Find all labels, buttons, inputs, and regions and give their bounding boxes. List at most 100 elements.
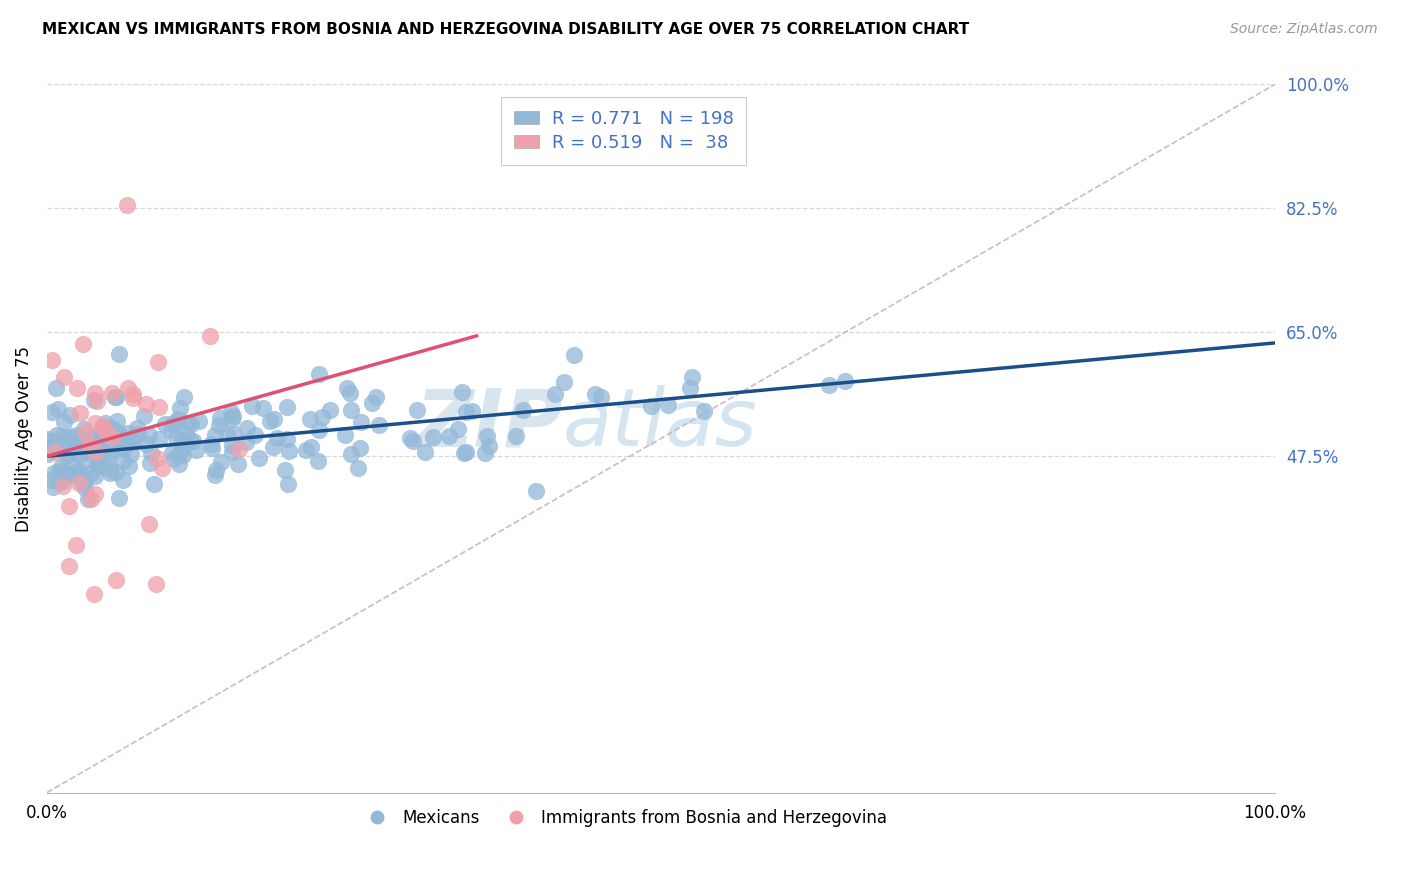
Point	[209, 411, 232, 425]
Point	[48, 475, 70, 489]
Point	[219, 405, 242, 419]
Point	[349, 441, 371, 455]
Point	[368, 418, 391, 433]
Point	[103, 423, 125, 437]
Point	[209, 455, 232, 469]
Point	[167, 447, 190, 461]
Point	[98, 467, 121, 481]
Point	[120, 433, 142, 447]
Point	[77, 445, 100, 459]
Point	[228, 442, 250, 456]
Point	[105, 390, 128, 404]
Point	[73, 453, 96, 467]
Point	[693, 404, 716, 418]
Text: MEXICAN VS IMMIGRANTS FROM BOSNIA AND HERZEGOVINA DISABILITY AGE OVER 75 CORRELA: MEXICAN VS IMMIGRANTS FROM BOSNIA AND HE…	[42, 22, 969, 37]
Point	[139, 446, 162, 460]
Point	[817, 377, 839, 392]
Point	[41, 352, 63, 367]
Text: ZIP: ZIP	[415, 385, 562, 463]
Point	[91, 419, 114, 434]
Point	[65, 428, 87, 442]
Point	[42, 443, 65, 458]
Point	[76, 491, 98, 506]
Point	[200, 437, 222, 451]
Point	[447, 422, 470, 436]
Point	[101, 385, 124, 400]
Point	[63, 467, 86, 481]
Point	[115, 436, 138, 450]
Point	[834, 374, 856, 388]
Point	[86, 458, 108, 473]
Point	[221, 438, 243, 452]
Point	[181, 434, 204, 449]
Point	[319, 402, 342, 417]
Point	[583, 386, 606, 401]
Point	[148, 432, 170, 446]
Point	[53, 467, 76, 482]
Point	[135, 397, 157, 411]
Point	[259, 414, 281, 428]
Point	[222, 409, 245, 424]
Point	[83, 434, 105, 448]
Point	[299, 412, 322, 426]
Point	[226, 457, 249, 471]
Point	[58, 447, 80, 461]
Point	[53, 370, 76, 384]
Point	[402, 434, 425, 448]
Point	[41, 405, 63, 419]
Point	[247, 450, 270, 465]
Point	[162, 446, 184, 460]
Point	[364, 390, 387, 404]
Point	[208, 417, 231, 432]
Point	[97, 434, 120, 449]
Point	[179, 433, 201, 447]
Point	[174, 426, 197, 441]
Point	[276, 432, 298, 446]
Point	[679, 381, 702, 395]
Point	[58, 430, 80, 444]
Point	[58, 559, 80, 574]
Point	[277, 477, 299, 491]
Point	[100, 445, 122, 459]
Point	[80, 466, 103, 480]
Point	[44, 441, 66, 455]
Point	[201, 441, 224, 455]
Point	[122, 435, 145, 450]
Point	[153, 417, 176, 432]
Point	[117, 425, 139, 440]
Y-axis label: Disability Age Over 75: Disability Age Over 75	[15, 345, 32, 532]
Point	[48, 464, 70, 478]
Point	[307, 454, 329, 468]
Point	[437, 428, 460, 442]
Point	[278, 443, 301, 458]
Point	[79, 438, 101, 452]
Point	[73, 474, 96, 488]
Point	[308, 423, 330, 437]
Point	[44, 445, 66, 459]
Point	[308, 367, 330, 381]
Point	[166, 411, 188, 425]
Point	[52, 434, 75, 449]
Point	[63, 466, 86, 480]
Point	[274, 463, 297, 477]
Point	[98, 462, 121, 476]
Point	[177, 416, 200, 430]
Point	[52, 478, 75, 492]
Point	[360, 395, 382, 409]
Point	[172, 433, 194, 447]
Point	[406, 403, 429, 417]
Point	[63, 431, 86, 445]
Point	[45, 428, 67, 442]
Point	[125, 421, 148, 435]
Point	[640, 399, 662, 413]
Point	[117, 381, 139, 395]
Point	[240, 399, 263, 413]
Point	[524, 484, 547, 499]
Point	[339, 385, 361, 400]
Point	[167, 458, 190, 472]
Point	[311, 409, 333, 424]
Point	[340, 447, 363, 461]
Point	[87, 458, 110, 473]
Point	[299, 440, 322, 454]
Point	[82, 428, 104, 442]
